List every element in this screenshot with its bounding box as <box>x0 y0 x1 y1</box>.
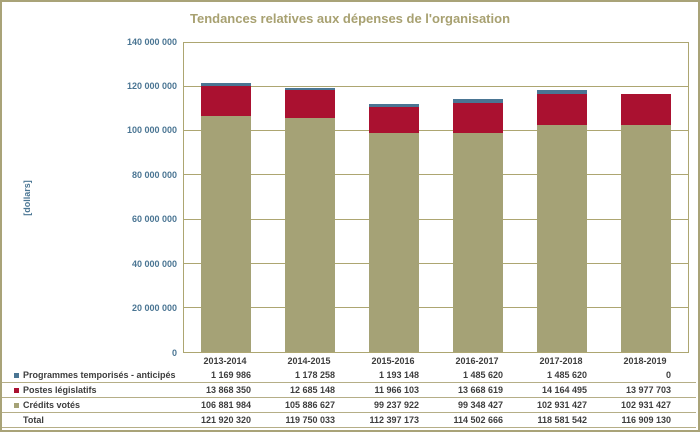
bar-segment <box>369 132 419 352</box>
table-row: Crédits votés 106 881 984 105 886 627 99 23… <box>2 398 696 413</box>
table-value: 106 881 984 <box>200 400 251 410</box>
chart-title: Tendances relatives aux dépenses de l'or… <box>189 11 511 26</box>
bar-slot <box>184 43 268 352</box>
bar-segment <box>285 87 335 91</box>
gridline <box>184 174 688 176</box>
bar-slot <box>520 43 604 352</box>
legend-cell: Total <box>2 415 183 425</box>
stacked-bar <box>285 43 335 352</box>
bar-segment <box>621 124 671 352</box>
bar-segment <box>537 124 587 352</box>
y-tick-label: 60 000 000 <box>131 214 177 225</box>
table-value: 1 485 620 <box>462 370 503 380</box>
legend-label: Total <box>23 415 44 425</box>
bar-segment <box>201 116 251 352</box>
bar-segment <box>201 85 251 117</box>
stacked-bar <box>369 43 419 352</box>
gridline <box>184 130 688 132</box>
table-value: 13 868 350 <box>205 385 251 395</box>
gridline <box>184 86 688 88</box>
table-value: 0 <box>665 370 671 380</box>
legend-cell <box>2 358 183 363</box>
gridline <box>184 306 688 308</box>
bar-slot <box>352 43 436 352</box>
table-value: 12 685 148 <box>289 385 335 395</box>
chart-data-table: 2013-2014 2014-2015 2015-2016 2016-2017 2017… <box>2 353 696 428</box>
table-value: 13 977 703 <box>625 385 671 395</box>
x-category-label: 2016-2017 <box>455 355 499 366</box>
table-value: 116 909 130 <box>621 415 671 425</box>
bar-segment <box>201 82 251 86</box>
table-row: 2013-2014 2014-2015 2015-2016 2016-2017 2017… <box>2 353 696 368</box>
bar-segment <box>369 103 419 107</box>
y-tick-label: 40 000 000 <box>131 258 177 269</box>
legend-label: Crédits votés <box>23 400 81 410</box>
stacked-bar <box>201 43 251 352</box>
bar-segment <box>453 132 503 352</box>
table-value: 114 502 666 <box>453 415 503 425</box>
bar-segment <box>537 90 587 94</box>
y-axis-ticks: 0 20 000 000 40 000 000 60 000 000 80 000 00… <box>2 37 177 358</box>
table-value: 102 931 427 <box>620 400 671 410</box>
table-value: 105 886 627 <box>284 400 335 410</box>
table-value: 119 750 033 <box>285 415 335 425</box>
legend-label: Postes législatifs <box>23 385 97 395</box>
legend-cell: Programmes temporisés - anticipés <box>2 370 183 380</box>
y-tick-label: 140 000 000 <box>126 36 177 47</box>
bar-segment <box>621 93 671 125</box>
table-value: 1 193 148 <box>378 370 419 380</box>
bar-slot <box>268 43 352 352</box>
table-value: 1 169 986 <box>210 370 251 380</box>
legend-swatch-icon <box>14 372 19 378</box>
gridline <box>184 218 688 220</box>
table-value: 14 164 495 <box>541 385 587 395</box>
bar-segment <box>369 106 419 133</box>
x-category-label: 2013-2014 <box>203 355 247 366</box>
y-tick-label: 0 <box>171 347 177 358</box>
gridline <box>184 262 688 264</box>
bar-segment <box>285 90 335 119</box>
bar-slot <box>436 43 520 352</box>
x-category-label: 2014-2015 <box>287 355 331 366</box>
table-row: Total 121 920 320 119 750 033 112 397 173 11… <box>2 413 696 428</box>
table-value: 102 931 427 <box>536 400 587 410</box>
table-value: 1 485 620 <box>546 370 587 380</box>
legend-swatch-icon <box>14 402 19 408</box>
table-value: 1 178 258 <box>294 370 335 380</box>
bar-segment <box>453 99 503 103</box>
y-tick-label: 20 000 000 <box>131 303 177 314</box>
table-value: 13 668 619 <box>457 385 503 395</box>
table-value: 11 966 103 <box>374 385 419 395</box>
y-tick-label: 100 000 000 <box>126 125 177 136</box>
legend-cell: Crédits votés <box>2 400 183 410</box>
table-value: 118 581 542 <box>537 415 587 425</box>
x-category-label: 2018-2019 <box>623 355 667 366</box>
bar-slot <box>604 43 688 352</box>
table-value: 99 237 922 <box>373 400 419 410</box>
legend-label: Programmes temporisés - anticipés <box>23 370 176 380</box>
x-category-label: 2015-2016 <box>371 355 415 366</box>
y-tick-label: 80 000 000 <box>131 169 177 180</box>
table-value: 112 397 173 <box>369 415 419 425</box>
stacked-bar <box>453 43 503 352</box>
stacked-bar <box>537 43 587 352</box>
bar-segment <box>285 118 335 352</box>
bar-segment <box>453 102 503 133</box>
table-row: Programmes temporisés - anticipés 1 169 9… <box>2 368 696 383</box>
bar-segment <box>537 93 587 125</box>
x-category-label: 2017-2018 <box>539 355 583 366</box>
y-tick-label: 120 000 000 <box>126 80 177 91</box>
table-row: Postes législatifs 13 868 350 12 685 148 11… <box>2 383 696 398</box>
legend-swatch-icon <box>14 387 19 393</box>
legend-cell: Postes législatifs <box>2 385 183 395</box>
table-value: 99 348 427 <box>457 400 503 410</box>
chart-plot <box>183 42 689 353</box>
stacked-bar <box>621 43 671 352</box>
table-value: 121 920 320 <box>200 415 251 425</box>
